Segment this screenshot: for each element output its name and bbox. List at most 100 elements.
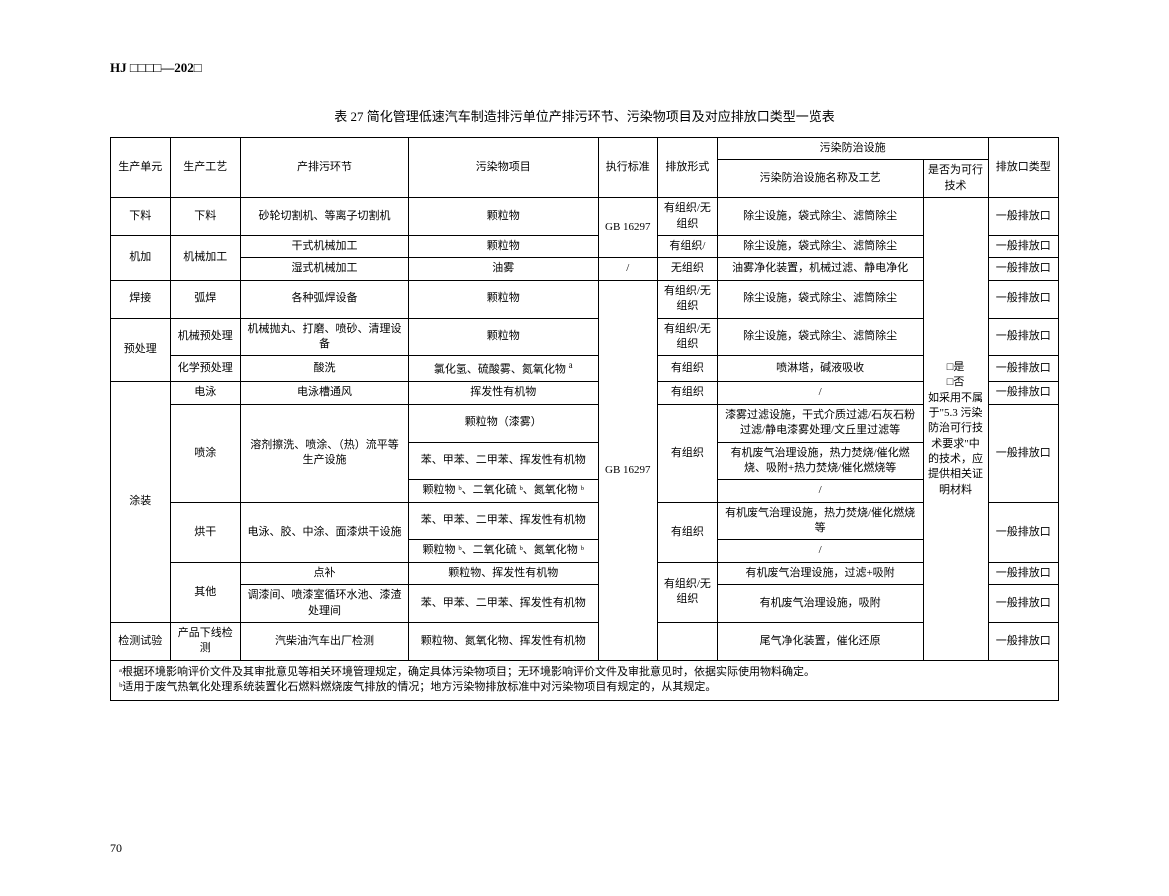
cell-link: 调漆间、喷漆室循环水池、漆渣处理间: [241, 585, 409, 623]
table-row: 喷涂 溶剂擦洗、喷涂、（热）流平等生产设施 颗粒物（漆雾） 有组织 漆雾过滤设施…: [111, 404, 1059, 442]
cell-fac: 除尘设施，袋式除尘、滤筒除尘: [717, 280, 923, 318]
cell-unit: 检测试验: [111, 623, 171, 661]
cell-unit: 机加: [111, 235, 171, 280]
cell-form: 有组织/: [658, 235, 718, 257]
cell-fac: 有机废气治理设施，吸附: [717, 585, 923, 623]
cell-poll: 苯、甲苯、二甲苯、挥发性有机物: [408, 442, 598, 480]
cell-proc: 喷涂: [170, 404, 240, 502]
header-row-1: 生产单元 生产工艺 产排污环节 污染物项目 执行标准 排放形式 污染防治设施 排…: [111, 138, 1059, 160]
cell-poll: 颗粒物: [408, 198, 598, 236]
cell-out: 一般排放口: [988, 235, 1058, 257]
table-row: 涂装 电泳 电泳槽通风 挥发性有机物 有组织 / 一般排放口: [111, 382, 1059, 404]
col-proc: 生产工艺: [170, 138, 240, 198]
cell-out: 一般排放口: [988, 258, 1058, 280]
cell-link: 各种弧焊设备: [241, 280, 409, 318]
cell-fac: 有机废气治理设施，过滤+吸附: [717, 562, 923, 584]
cell-form: 有组织/无组织: [658, 318, 718, 356]
col-feasible: 是否为可行技术: [923, 160, 988, 198]
cell-form: 有组织: [658, 382, 718, 404]
table-row: 化学预处理 酸洗 氯化氢、硫酸雾、氮氧化物 a 有组织 喷淋塔，碱液吸收 一般排…: [111, 356, 1059, 382]
table-row: 机加 机械加工 干式机械加工 颗粒物 有组织/ 除尘设施，袋式除尘、滤筒除尘 一…: [111, 235, 1059, 257]
table-row: 焊接 弧焊 各种弧焊设备 颗粒物 GB 16297 有组织/无组织 除尘设施，袋…: [111, 280, 1059, 318]
cell-unit: 下料: [111, 198, 171, 236]
cell-fac: /: [717, 382, 923, 404]
col-facility-name: 污染防治设施名称及工艺: [717, 160, 923, 198]
cell-poll: 苯、甲苯、二甲苯、挥发性有机物: [408, 585, 598, 623]
cell-form: 有组织: [658, 404, 718, 502]
cell-fac: 除尘设施，袋式除尘、滤筒除尘: [717, 235, 923, 257]
cell-poll: 颗粒物 ᵇ、二氧化硫 ᵇ、氮氧化物 ᵇ: [408, 480, 598, 502]
cell-link: 点补: [241, 562, 409, 584]
cell-fac: 除尘设施，袋式除尘、滤筒除尘: [717, 318, 923, 356]
cell-form: [658, 623, 718, 661]
cell-unit: 焊接: [111, 280, 171, 318]
cell-form: 有组织: [658, 502, 718, 562]
cell-link: 酸洗: [241, 356, 409, 382]
cell-out: 一般排放口: [988, 623, 1058, 661]
cell-form: 有组织/无组织: [658, 280, 718, 318]
col-poll: 污染物项目: [408, 138, 598, 198]
cell-std: /: [598, 258, 658, 280]
emission-table: 生产单元 生产工艺 产排污环节 污染物项目 执行标准 排放形式 污染防治设施 排…: [110, 137, 1059, 701]
col-facility-group: 污染防治设施: [717, 138, 988, 160]
cell-out: 一般排放口: [988, 382, 1058, 404]
doc-header-code: HJ □□□□—202□: [110, 60, 1059, 76]
cell-form: 无组织: [658, 258, 718, 280]
cell-out: 一般排放口: [988, 198, 1058, 236]
cell-proc: 机械加工: [170, 235, 240, 280]
cell-poll: 颗粒物（漆雾）: [408, 404, 598, 442]
cell-poll: 颗粒物: [408, 318, 598, 356]
table-row: 下料 下料 砂轮切割机、等离子切割机 颗粒物 GB 16297 有组织/无组织 …: [111, 198, 1059, 236]
cell-poll: 苯、甲苯、二甲苯、挥发性有机物: [408, 502, 598, 540]
col-outlet: 排放口类型: [988, 138, 1058, 198]
footnotes-cell: ᵃ根据环境影响评价文件及其审批意见等相关环境管理规定，确定具体污染物项目；无环境…: [111, 660, 1059, 700]
cell-form: 有组织/无组织: [658, 198, 718, 236]
cell-out: 一般排放口: [988, 562, 1058, 584]
col-std: 执行标准: [598, 138, 658, 198]
cell-link: 电泳、胶、中涂、面漆烘干设施: [241, 502, 409, 562]
cell-fac: 尾气净化装置，催化还原: [717, 623, 923, 661]
cell-poll: 颗粒物、氮氧化物、挥发性有机物: [408, 623, 598, 661]
cell-fac: /: [717, 540, 923, 562]
cell-link: 干式机械加工: [241, 235, 409, 257]
cell-poll: 颗粒物 ᵇ、二氧化硫 ᵇ、氮氧化物 ᵇ: [408, 540, 598, 562]
cell-fac: 喷淋塔，碱液吸收: [717, 356, 923, 382]
table-row: 烘干 电泳、胶、中涂、面漆烘干设施 苯、甲苯、二甲苯、挥发性有机物 有组织 有机…: [111, 502, 1059, 540]
table-title: 表 27 简化管理低速汽车制造排污单位产排污环节、污染物项目及对应排放口类型一览…: [110, 106, 1059, 125]
cell-link: 砂轮切割机、等离子切割机: [241, 198, 409, 236]
cell-fac: /: [717, 480, 923, 502]
cell-fac: 油雾净化装置，机械过滤、静电净化: [717, 258, 923, 280]
cell-poll: 颗粒物: [408, 280, 598, 318]
footnote-a: ᵃ根据环境影响评价文件及其审批意见等相关环境管理规定，确定具体污染物项目；无环境…: [119, 665, 1050, 680]
page-number: 70: [110, 841, 1059, 856]
cell-std: GB 16297: [598, 280, 658, 660]
table-row: 湿式机械加工 油雾 / 无组织 油雾净化装置，机械过滤、静电净化 一般排放口: [111, 258, 1059, 280]
col-unit: 生产单元: [111, 138, 171, 198]
cell-poll: 颗粒物、挥发性有机物: [408, 562, 598, 584]
cell-link: 湿式机械加工: [241, 258, 409, 280]
table-row: 检测试验 产品下线检测 汽柴油汽车出厂检测 颗粒物、氮氧化物、挥发性有机物 尾气…: [111, 623, 1059, 661]
footnote-row: ᵃ根据环境影响评价文件及其审批意见等相关环境管理规定，确定具体污染物项目；无环境…: [111, 660, 1059, 700]
cell-proc: 产品下线检测: [170, 623, 240, 661]
cell-out: 一般排放口: [988, 585, 1058, 623]
cell-proc: 机械预处理: [170, 318, 240, 356]
cell-proc: 弧焊: [170, 280, 240, 318]
cell-proc: 化学预处理: [170, 356, 240, 382]
cell-poll: 油雾: [408, 258, 598, 280]
table-row: 调漆间、喷漆室循环水池、漆渣处理间 苯、甲苯、二甲苯、挥发性有机物 有机废气治理…: [111, 585, 1059, 623]
cell-unit: 预处理: [111, 318, 171, 382]
cell-link: 电泳槽通风: [241, 382, 409, 404]
cell-tech-note: □是 □否 如采用不属于"5.3 污染防治可行技术要求"中的技术，应提供相关证明…: [923, 198, 988, 661]
cell-fac: 有机废气治理设施，热力焚烧/催化燃烧等: [717, 502, 923, 540]
cell-out: 一般排放口: [988, 318, 1058, 356]
cell-proc: 其他: [170, 562, 240, 622]
col-form: 排放形式: [658, 138, 718, 198]
col-link: 产排污环节: [241, 138, 409, 198]
cell-proc: 电泳: [170, 382, 240, 404]
cell-poll: 颗粒物: [408, 235, 598, 257]
table-row: 预处理 机械预处理 机械抛丸、打磨、喷砂、清理设备 颗粒物 有组织/无组织 除尘…: [111, 318, 1059, 356]
cell-poll: 挥发性有机物: [408, 382, 598, 404]
cell-fac: 除尘设施，袋式除尘、滤筒除尘: [717, 198, 923, 236]
cell-link: 溶剂擦洗、喷涂、（热）流平等生产设施: [241, 404, 409, 502]
cell-fac: 漆雾过滤设施，干式介质过滤/石灰石粉过滤/静电漆雾处理/文丘里过滤等: [717, 404, 923, 442]
